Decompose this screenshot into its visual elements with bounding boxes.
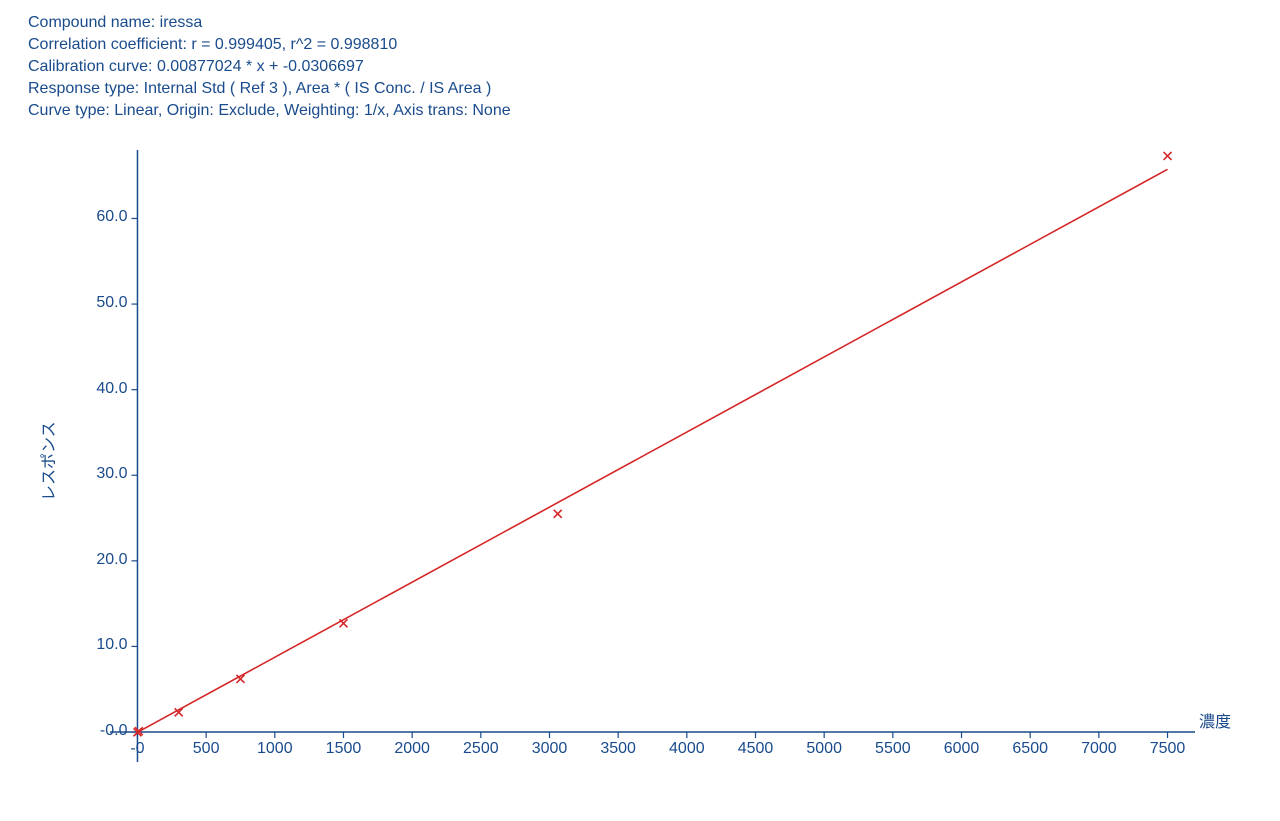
x-tick-label: 7500 [1148,740,1188,758]
x-axis-label: 濃度 [1199,708,1231,732]
x-tick-label: 500 [186,740,226,758]
x-tick-label: 4000 [667,740,707,758]
chart-svg [0,0,1280,821]
y-tick-label: 60.0 [96,208,127,226]
x-tick-label: 4500 [736,740,776,758]
x-tick-label: 7000 [1079,740,1119,758]
y-tick-label: -0.0 [100,722,128,740]
x-tick-label: 2000 [392,740,432,758]
x-tick-label: 6000 [942,740,982,758]
x-tick-label: 5500 [873,740,913,758]
y-tick-label: 10.0 [96,636,127,654]
calibration-chart: レスポンス 濃度 -0 500 1000 1500 2000 2500 3000 3500 40… [0,0,1280,821]
y-tick-label: 40.0 [96,380,127,398]
x-tick-label: 1000 [255,740,295,758]
x-tick-label: -0 [117,740,157,758]
x-tick-label: 6500 [1010,740,1050,758]
y-tick-label: 20.0 [96,551,127,569]
y-tick-label: 50.0 [96,294,127,312]
y-tick-label: 30.0 [96,465,127,483]
x-tick-label: 5000 [804,740,844,758]
x-tick-label: 3500 [598,740,638,758]
x-tick-label: 3000 [529,740,569,758]
y-axis-label: レスポンス [35,421,59,501]
x-tick-label: 1500 [323,740,363,758]
x-tick-label: 2500 [461,740,501,758]
